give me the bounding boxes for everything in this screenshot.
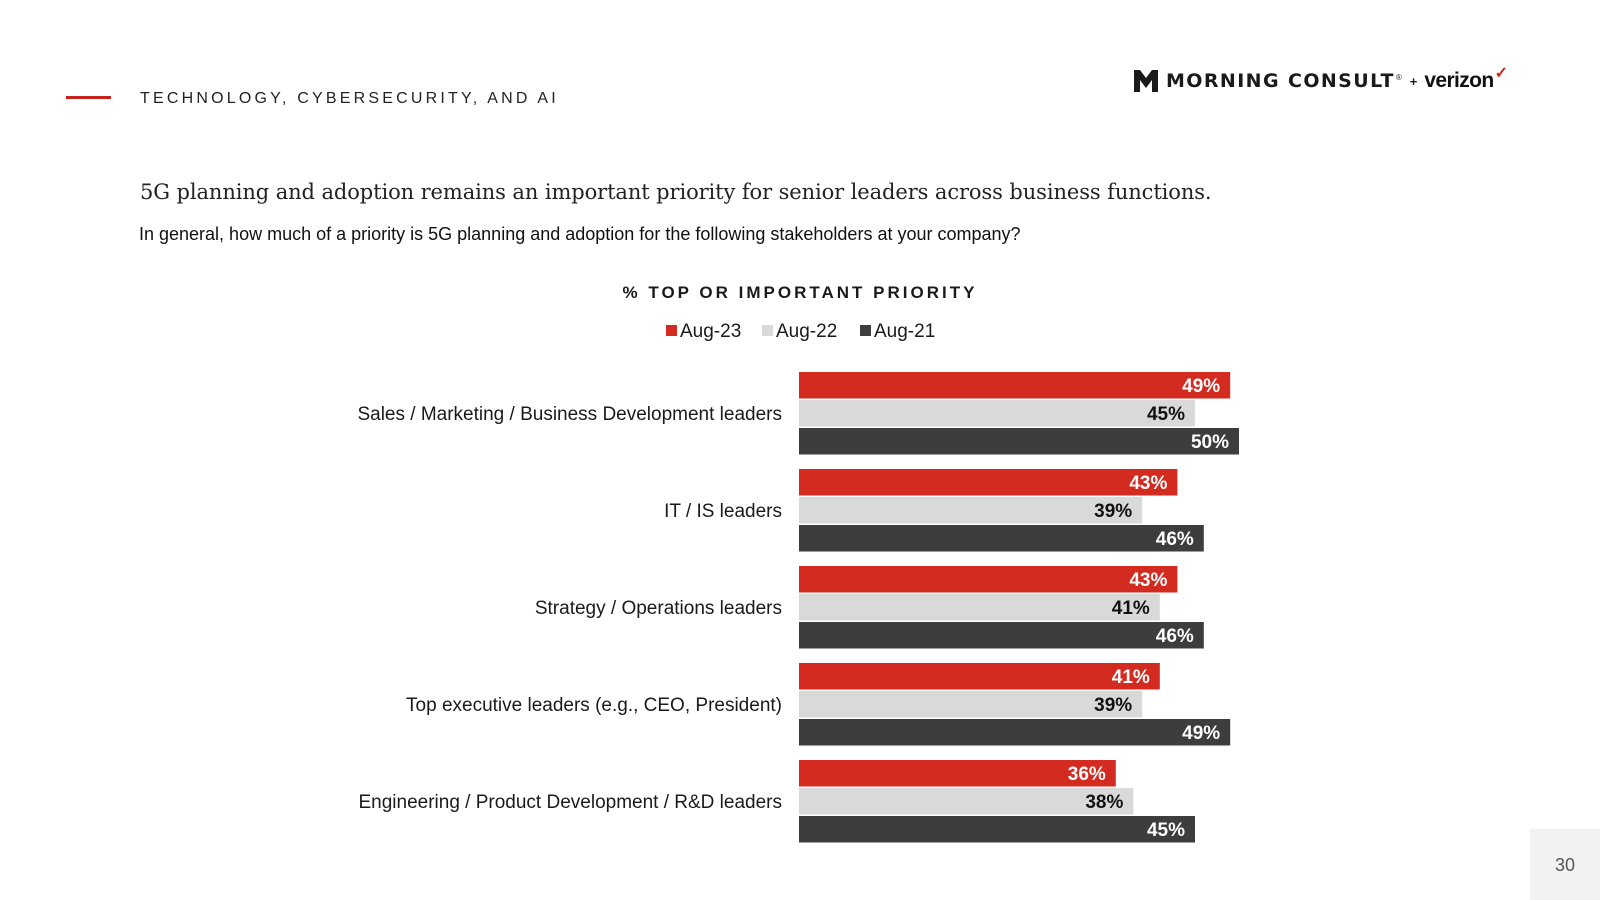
bar-aug-22 <box>799 788 1134 815</box>
headline: 5G planning and adoption remains an impo… <box>140 180 1212 204</box>
category-label: Strategy / Operations leaders <box>535 598 782 619</box>
bar-aug-23 <box>799 372 1231 399</box>
bar-aug-21 <box>799 719 1231 746</box>
category-label: Engineering / Product Development / R&D … <box>358 792 782 813</box>
logo-registered: ® <box>1395 72 1402 82</box>
data-label: 49% <box>1182 723 1220 744</box>
page-number-box: 30 <box>1530 829 1600 900</box>
data-label: 46% <box>1156 626 1194 647</box>
morning-consult-logo-icon <box>1134 70 1158 92</box>
logo-text: MORNING CONSULT <box>1166 70 1395 92</box>
section-rule <box>66 96 111 99</box>
legend-label-aug-21: Aug-21 <box>874 321 935 342</box>
bar-aug-23 <box>799 566 1178 593</box>
bar-aug-21 <box>799 525 1204 552</box>
legend-swatch-aug-23 <box>666 325 677 336</box>
data-label: 39% <box>1094 501 1132 522</box>
bar-aug-22 <box>799 400 1195 427</box>
bar-aug-22 <box>799 594 1160 621</box>
data-label: 43% <box>1129 473 1167 494</box>
partner-logo-text: verizon <box>1424 69 1494 92</box>
bar-aug-23 <box>799 760 1116 787</box>
bar-aug-23 <box>799 663 1160 690</box>
data-label: 41% <box>1112 598 1150 619</box>
bar-aug-23 <box>799 469 1178 496</box>
data-label: 45% <box>1147 404 1185 425</box>
data-label: 38% <box>1085 792 1123 813</box>
data-label: 39% <box>1094 695 1132 716</box>
chart-title: % TOP OR IMPORTANT PRIORITY <box>623 283 978 302</box>
bar-aug-22 <box>799 691 1143 718</box>
bar-aug-21 <box>799 816 1195 843</box>
data-label: 43% <box>1129 570 1167 591</box>
page-number: 30 <box>1554 855 1576 875</box>
bar-aug-21 <box>799 622 1204 649</box>
data-label: 50% <box>1191 432 1229 453</box>
data-label: 46% <box>1156 529 1194 550</box>
survey-question: In general, how much of a priority is 5G… <box>139 224 1021 244</box>
logo-plus: + <box>1409 73 1418 89</box>
data-label: 49% <box>1182 376 1220 397</box>
bar-aug-22 <box>799 497 1143 524</box>
bar-aug-21 <box>799 428 1239 455</box>
data-label: 36% <box>1068 764 1106 785</box>
category-label: IT / IS leaders <box>664 501 782 522</box>
legend-swatch-aug-22 <box>762 325 773 336</box>
category-label: Sales / Marketing / Business Development… <box>357 404 782 425</box>
data-label: 45% <box>1147 820 1185 841</box>
legend-label-aug-22: Aug-22 <box>776 321 837 342</box>
section-label: TECHNOLOGY, CYBERSECURITY, AND AI <box>140 90 559 107</box>
legend-label-aug-23: Aug-23 <box>680 321 741 342</box>
logo-lockup: MORNING CONSULT ® + verizon ✓ <box>1134 65 1509 96</box>
category-label: Top executive leaders (e.g., CEO, Presid… <box>406 695 782 716</box>
verizon-check-icon: ✓ <box>1494 65 1509 82</box>
data-label: 41% <box>1112 667 1150 688</box>
legend-swatch-aug-21 <box>860 325 871 336</box>
